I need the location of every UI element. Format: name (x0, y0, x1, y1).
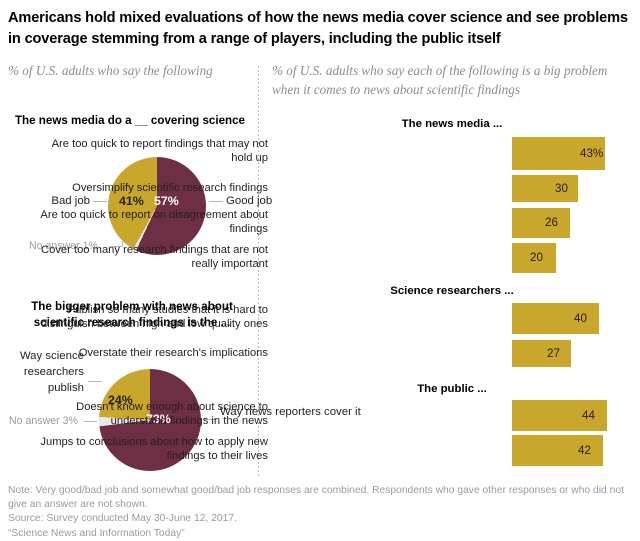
pie-chart-1-leader-no-answer-stem (122, 240, 123, 247)
pie-chart-2-value-reporters: 73% (146, 412, 171, 426)
page-title: Americans hold mixed evaluations of how … (8, 10, 628, 47)
bar-label: Doesn't know enough about science to und… (76, 401, 268, 428)
bar-rect (512, 175, 578, 202)
bar-label: Publish so many studies that it is hard … (40, 304, 268, 331)
bar-group-heading-public: The public ... (417, 383, 487, 395)
pie-chart-1-value-bad: 41% (119, 194, 144, 208)
bar-group-heading-science-researchers: Science researchers ... (390, 285, 514, 297)
footnote-note: Note: Very good/bad job and somewhat goo… (8, 485, 624, 511)
bar-value: 20 (530, 251, 543, 264)
pie-chart-2-leader-no-answer (84, 421, 97, 422)
bar-rect (512, 208, 570, 238)
bar-label: Jumps to conclusions about how to apply … (40, 436, 268, 463)
pie-chart-2 (99, 369, 201, 471)
pie-chart-2-value-researchers: 24% (108, 393, 133, 407)
bar-label: Cover too many research findings that ar… (41, 244, 268, 271)
bar-value: 30 (555, 182, 568, 195)
right-panel-subhead: % of U.S. adults who say each of the fol… (272, 63, 608, 97)
pie-chart-2-label-researchers: Way science researchers publish (19, 350, 84, 394)
pie-chart-1-label-good: Good job (226, 195, 273, 207)
bar-label: Are too quick to report on disagreement … (40, 209, 268, 236)
pie-chart-1-leader-no-answer (110, 246, 123, 247)
bar-value: 42 (578, 444, 591, 457)
pie-chart-2-leader-reporters (203, 419, 217, 420)
pie-chart-1 (108, 157, 206, 255)
bar-label: Overstate their research's implications (78, 347, 268, 359)
panel-divider (258, 66, 259, 478)
bar-label: Oversimplify scientific research finding… (72, 182, 268, 194)
bar-group-heading-news-media: The news media ... (401, 118, 503, 130)
bar-rect (512, 340, 571, 367)
bar-value: 40 (574, 312, 587, 325)
bar-rect (512, 243, 556, 273)
pie-chart-1-label-bad: Bad job (51, 195, 90, 207)
pie-chart-1-leader-bad (93, 201, 107, 202)
pie-chart-1-no-answer-label: No answer 1% (29, 240, 98, 252)
footnotes: Note: Very good/bad job and somewhat goo… (8, 484, 636, 541)
bar-rect (512, 303, 599, 334)
bar-value: 26 (545, 216, 558, 229)
pie-chart-1-title: The news media do a __ covering science (14, 114, 246, 127)
pie-chart-2-leader-researchers (88, 381, 102, 382)
left-panel-subhead: % of U.S. adults who say the following (8, 63, 213, 78)
pie-chart-2-title: The bigger problem with news about scien… (31, 300, 233, 330)
bar-label: Are too quick to report findings that ma… (51, 138, 268, 165)
bar-rect (512, 435, 603, 466)
bar-value: 44 (582, 409, 595, 422)
pie-chart-2-label-reporters: Way news reporters cover it (220, 406, 361, 418)
pie-chart-1-value-good: 57% (154, 194, 179, 208)
bar-rect (512, 137, 605, 170)
pie-chart-2-no-answer-label: No answer 3% (9, 415, 78, 427)
footnote-report: “Science News and Information Today” (8, 527, 185, 539)
pie-chart-1-leader-good (209, 201, 223, 202)
bar-rect (512, 400, 607, 431)
footnote-source: Source: Survey conducted May 30-June 12,… (8, 513, 237, 525)
bar-value: 27 (547, 347, 560, 360)
bar-value: 43% (580, 147, 604, 160)
